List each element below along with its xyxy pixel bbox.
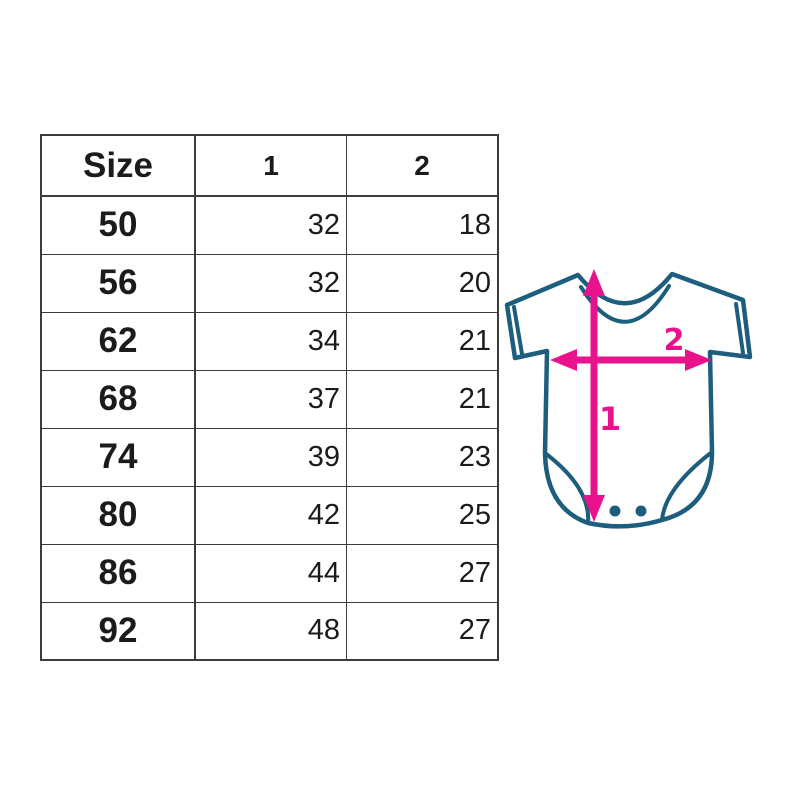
measure-2-cell: 18 xyxy=(346,195,499,255)
vertical-measure-arrow xyxy=(583,269,605,522)
size-cell: 86 xyxy=(40,543,196,603)
table-row: 86 44 27 xyxy=(40,543,499,603)
measure-1-cell: 32 xyxy=(194,253,347,313)
measure-2-cell: 27 xyxy=(346,543,499,603)
measure-2-cell: 20 xyxy=(346,253,499,313)
table-row: 80 42 25 xyxy=(40,485,499,545)
measure-2-cell: 23 xyxy=(346,427,499,487)
right-leg-opening xyxy=(660,450,714,522)
measure-2-cell: 21 xyxy=(346,369,499,429)
table-row: 92 48 27 xyxy=(40,601,499,661)
table-row: 56 32 20 xyxy=(40,253,499,313)
snap-button-icon xyxy=(635,505,647,517)
measure-2-label: 2 xyxy=(664,323,685,358)
left-leg-opening xyxy=(543,451,591,525)
baby-bodysuit-icon: 2 1 xyxy=(504,269,753,529)
size-cell: 74 xyxy=(40,427,196,487)
measure-1-cell: 37 xyxy=(194,369,347,429)
table-header-row: Size 1 2 xyxy=(40,134,499,197)
table-row: 74 39 23 xyxy=(40,427,499,487)
left-sleeve-cuff xyxy=(512,305,524,356)
size-cell: 80 xyxy=(40,485,196,545)
measure-1-cell: 34 xyxy=(194,311,347,371)
col-header-1: 1 xyxy=(194,134,347,197)
col-header-size: Size xyxy=(40,134,196,197)
measure-1-cell: 39 xyxy=(194,427,347,487)
table-row: 62 34 21 xyxy=(40,311,499,371)
size-cell: 62 xyxy=(40,311,196,371)
size-cell: 92 xyxy=(40,601,196,661)
measure-1-cell: 42 xyxy=(194,485,347,545)
measure-1-cell: 48 xyxy=(194,601,347,661)
measure-2-cell: 27 xyxy=(346,601,499,661)
size-chart-table: Size 1 2 50 32 18 56 32 20 62 34 21 68 3 xyxy=(40,134,499,661)
measure-1-cell: 44 xyxy=(194,543,347,603)
horizontal-measure-arrow xyxy=(550,349,712,371)
measurement-diagram: 2 1 xyxy=(493,258,763,533)
measure-1-label: 1 xyxy=(599,400,621,438)
col-header-2: 2 xyxy=(346,134,499,197)
size-cell: 68 xyxy=(40,369,196,429)
measure-1-cell: 32 xyxy=(194,195,347,255)
measure-2-cell: 21 xyxy=(346,311,499,371)
table-row: 68 37 21 xyxy=(40,369,499,429)
bodysuit-outline xyxy=(504,271,753,529)
table-row: 50 32 18 xyxy=(40,195,499,255)
right-sleeve-cuff xyxy=(734,302,745,355)
size-cell: 56 xyxy=(40,253,196,313)
measure-2-cell: 25 xyxy=(346,485,499,545)
size-cell: 50 xyxy=(40,195,196,255)
snap-button-icon xyxy=(609,505,621,517)
